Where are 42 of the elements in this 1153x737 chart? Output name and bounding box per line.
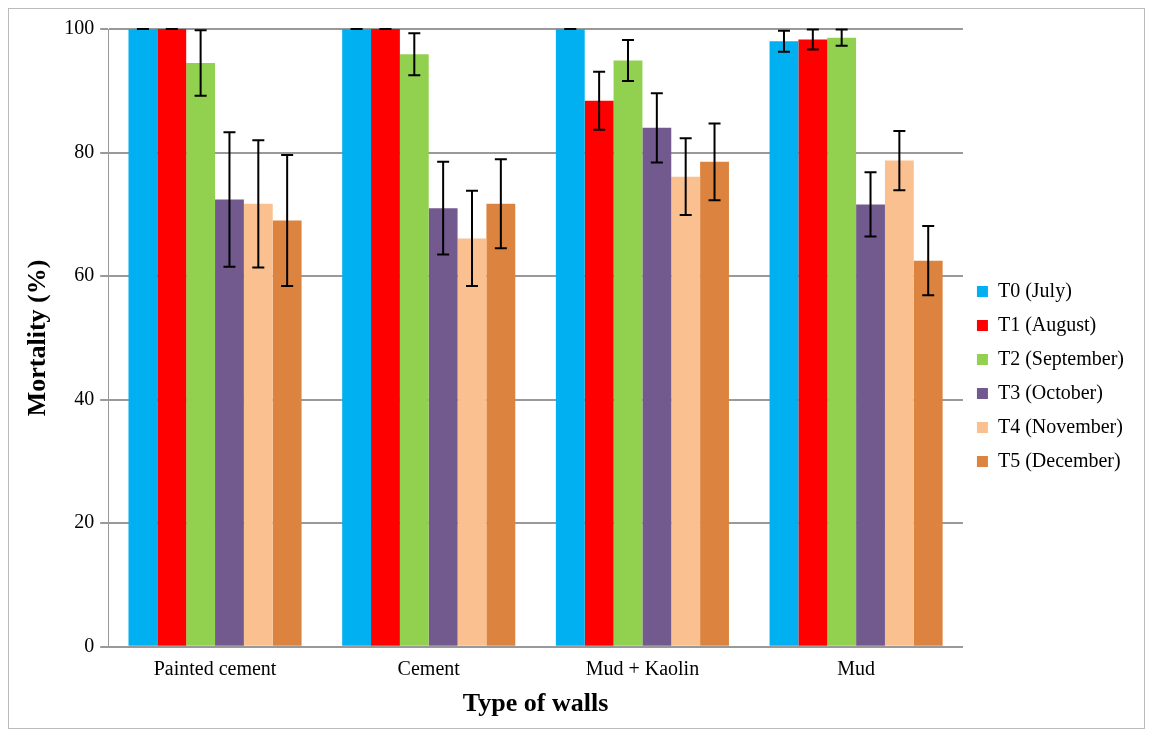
bar (157, 29, 187, 646)
bar (671, 176, 701, 646)
legend-label: T5 (December) (997, 448, 1121, 472)
x-tick-label: Mud (837, 657, 875, 680)
bar (457, 238, 487, 646)
y-tick-label: 60 (74, 263, 95, 286)
bar (827, 37, 857, 646)
y-tick-label: 100 (64, 16, 95, 39)
y-axis-title: Mortality (%) (22, 259, 52, 417)
bar (555, 29, 585, 646)
legend-label: T1 (August) (997, 312, 1097, 336)
bar (700, 161, 729, 646)
bar (798, 39, 828, 646)
x-tick-label: Mud + Kaolin (585, 657, 700, 680)
bar (215, 199, 244, 646)
x-tick-label: Painted cement (153, 657, 277, 680)
bar (584, 100, 614, 646)
bar (613, 60, 643, 646)
bar (399, 54, 429, 646)
bar (642, 127, 672, 646)
legend-label: T4 (November) (997, 414, 1123, 438)
bar (186, 62, 216, 646)
y-tick-label: 40 (74, 386, 95, 409)
bar (342, 29, 372, 646)
bar (884, 160, 914, 646)
bar (769, 41, 799, 646)
legend-label: T3 (October) (997, 380, 1103, 404)
x-axis-title: Type of walls (462, 688, 609, 718)
bar (243, 203, 273, 646)
bar (371, 29, 400, 646)
legend-label: T2 (September) (997, 346, 1125, 370)
y-tick-label: 0 (84, 634, 95, 657)
x-tick-label: Cement (397, 657, 461, 680)
bar (128, 29, 158, 646)
bar (486, 203, 516, 646)
bar (913, 260, 943, 646)
y-tick-label: 20 (74, 510, 95, 533)
legend-label: T0 (July) (997, 278, 1072, 302)
bar (856, 204, 885, 646)
bar (428, 208, 458, 646)
bar (272, 220, 302, 646)
y-tick-label: 80 (74, 139, 95, 162)
